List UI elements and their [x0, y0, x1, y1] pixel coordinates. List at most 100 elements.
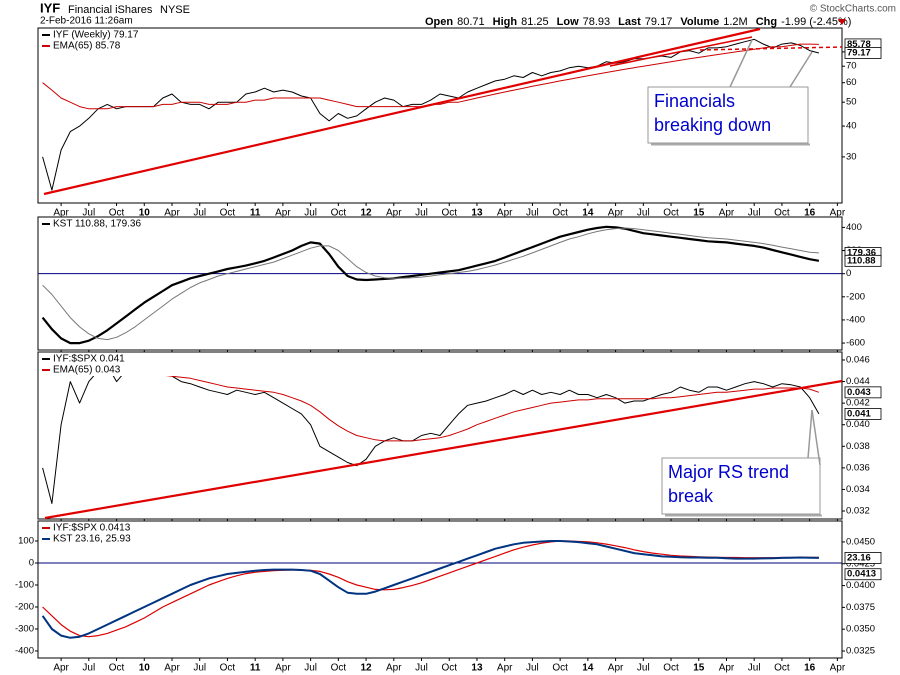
series-line: [42, 540, 819, 638]
x-tick-label: Oct: [441, 208, 457, 219]
x-tick-label: Apr: [830, 208, 846, 219]
x-tick-label: Jul: [193, 208, 206, 219]
x-tick-label: Apr: [719, 208, 735, 219]
panel: 0.046 0.044 0.042 0.040 0.038 0.036 0.034 0.032…: [37, 351, 882, 522]
legend-bg: [39, 523, 189, 534]
y-tick-label: 70: [846, 61, 857, 72]
down-arrow: [838, 19, 846, 25]
quote-value: 80.71: [457, 16, 485, 28]
value-marker-box: [844, 47, 882, 59]
timestamp: 2-Feb-2016 11:26am: [40, 16, 133, 27]
x-tick-label: Oct: [552, 663, 568, 674]
x-tick-label: Oct: [220, 663, 236, 674]
annotation-text: break: [668, 486, 714, 506]
x-tick-label: Jul: [637, 663, 650, 674]
value-marker: 0.0413: [847, 569, 876, 580]
quote-label: Last: [618, 16, 641, 28]
value-marker-box: [844, 386, 882, 399]
quote: Open 80.71 High 81.25 Low 78.93 Last 79.17 Volum…: [425, 16, 851, 28]
legend-bg: [39, 41, 189, 52]
quote-label: Volume: [680, 16, 719, 28]
y-tick-label: 0: [846, 268, 851, 279]
exchange: NYSE: [160, 4, 190, 16]
x-tick-label: Oct: [552, 208, 568, 219]
x-tick-label: Apr: [53, 208, 69, 219]
x-tick-label: Oct: [331, 208, 347, 219]
overlays: [43, 27, 843, 520]
value-marker: 85.78: [847, 39, 871, 50]
legend-label: IYF:$SPX 0.041: [53, 354, 125, 365]
y-tick-label: 0.038: [846, 441, 870, 452]
x-tick-label: 11: [250, 663, 261, 674]
value-marker-box: [844, 254, 882, 267]
callout-pointer: [807, 409, 813, 459]
series-line: [42, 364, 820, 442]
legend-bg: [39, 354, 189, 365]
annotation-text: breaking down: [654, 115, 771, 135]
value-marker: 23.16: [847, 552, 871, 563]
x-tick-label: Apr: [830, 663, 846, 674]
x-tick-label: Apr: [164, 663, 180, 674]
legend-label: IYF (Weekly) 79.17: [53, 30, 139, 41]
x-tick-label: Jul: [637, 208, 650, 219]
y-tick-label: -300: [15, 623, 34, 634]
y-tick-label: 400: [846, 222, 862, 233]
y-tick-label: 0.046: [846, 354, 870, 365]
x-tick-label: Jul: [526, 208, 539, 219]
x-tick-label: Jul: [193, 663, 206, 674]
x-tick-label: 11: [250, 208, 261, 219]
series-line: [41, 540, 819, 639]
y-tick-label: 0.042: [846, 398, 870, 409]
y-tick-label: -200: [15, 601, 34, 612]
x-tick-label: 16: [804, 208, 816, 219]
x-tick-label: Oct: [109, 208, 125, 219]
callout-box: [661, 457, 821, 515]
y-tick-label: -400: [15, 645, 34, 656]
legend-bg: [39, 534, 189, 545]
x-tick-label: Jul: [415, 208, 428, 219]
x-tick-label: Jul: [82, 663, 95, 674]
y-tick-label: 0.0375: [846, 602, 875, 613]
y-tick-label: 50: [846, 97, 857, 108]
credit: © StockCharts.com: [810, 4, 896, 15]
x-tick-label: Apr: [386, 208, 402, 219]
series-line: [41, 225, 820, 345]
quote-label: Open: [425, 16, 453, 28]
quote-value: 1.2M: [723, 16, 747, 28]
x-tick-label: Oct: [774, 663, 790, 674]
legend-label: IYF:$SPX 0.0413: [53, 523, 131, 534]
value-marker-box: [844, 568, 882, 581]
x-tick-label: Apr: [275, 208, 291, 219]
y-tick-label: 100: [18, 536, 34, 547]
annotation-text: Major RS trend: [668, 462, 789, 482]
y-tick-label: 0.044: [846, 376, 870, 387]
x-tick-label: Oct: [109, 663, 125, 674]
x-tick-label: 14: [582, 663, 594, 674]
x-tick-label: Jul: [304, 663, 317, 674]
x-tick-label: Jul: [526, 663, 539, 674]
y-tick-label: 0.0325: [846, 646, 875, 657]
x-tick-label: Oct: [663, 663, 679, 674]
value-marker-box: [844, 408, 882, 420]
trendline: [44, 379, 843, 520]
value-marker-box: [844, 552, 882, 564]
quote-label: High: [493, 16, 518, 28]
y-tick-label: -400: [846, 314, 865, 325]
legend: KST 110.88, 179.36: [39, 219, 189, 230]
y-tick-label: 0.0350: [846, 624, 875, 635]
callout-pointer: [811, 409, 821, 466]
x-tick-label: Oct: [220, 208, 236, 219]
series-line: [42, 227, 819, 341]
y-tick-label: 0: [29, 558, 34, 569]
x-tick-label: Apr: [497, 663, 513, 674]
x-tick-label: 10: [139, 208, 151, 219]
y-tick-label: -600: [846, 338, 865, 349]
x-tick-label: 15: [693, 663, 705, 674]
x-tick-label: 16: [804, 663, 816, 674]
callout-pointer: [729, 39, 753, 88]
